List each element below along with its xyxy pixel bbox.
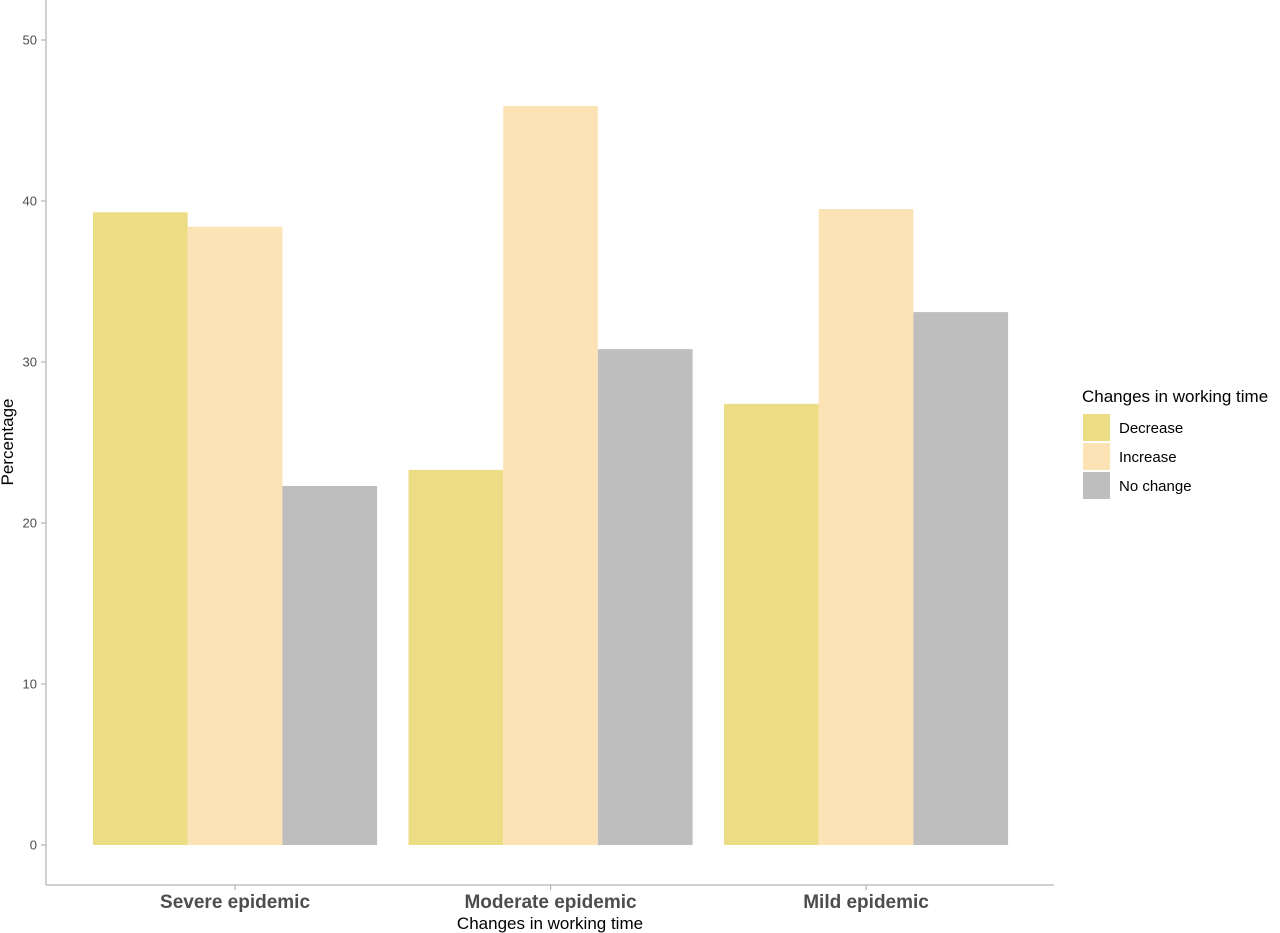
y-ticks: 0 10 20 30 40 50 (23, 33, 46, 853)
x-category-label: Mild epidemic (803, 892, 929, 913)
y-axis-title: Percentage (0, 399, 17, 486)
bar-decrease (93, 212, 188, 845)
bar-no-change (597, 349, 693, 845)
legend-swatch (1083, 443, 1110, 470)
legend-label: Increase (1119, 449, 1177, 466)
bar-increase (503, 106, 598, 845)
y-tick-label: 30 (23, 355, 37, 370)
x-category-label: Severe epidemic (160, 892, 310, 913)
y-tick-label: 40 (23, 194, 37, 209)
legend-label: No change (1119, 478, 1192, 495)
bar-no-change (282, 485, 378, 845)
x-category-label: Moderate epidemic (464, 892, 637, 913)
y-tick-label: 50 (23, 33, 37, 48)
bar-increase (187, 226, 283, 845)
bar-decrease (724, 403, 819, 845)
legend-items: Decrease Increase No change (1083, 414, 1192, 499)
bar-decrease (408, 469, 504, 845)
legend: Changes in working time Decrease Increase… (1082, 387, 1268, 499)
legend-label: Decrease (1119, 420, 1183, 437)
bar-no-change (913, 312, 1009, 846)
y-tick-label: 0 (30, 838, 37, 853)
bars (93, 106, 1009, 846)
y-tick-label: 20 (23, 516, 37, 531)
legend-swatch (1083, 472, 1110, 499)
legend-swatch (1083, 414, 1110, 441)
x-ticks: Severe epidemic Moderate epidemic Mild epi… (160, 885, 929, 913)
y-tick-label: 10 (23, 677, 37, 692)
legend-title: Changes in working time (1082, 387, 1268, 406)
x-axis-title: Changes in working time (457, 914, 643, 933)
bar-increase (818, 209, 914, 846)
